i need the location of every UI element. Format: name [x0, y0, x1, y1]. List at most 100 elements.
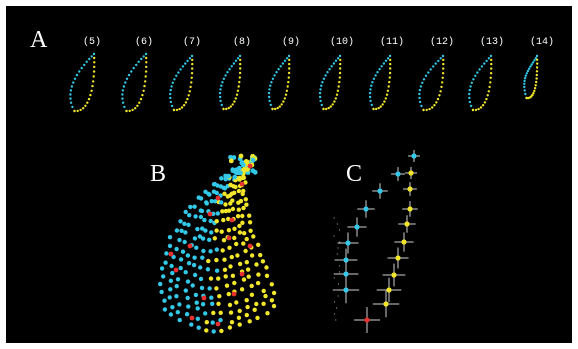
cloud-point — [204, 328, 209, 333]
contour-12-right-point — [442, 67, 445, 70]
contour-7-left-point — [175, 74, 178, 78]
contour-10-right-point — [331, 103, 334, 106]
cloud-point — [220, 209, 225, 214]
tracked-point-left — [343, 287, 349, 293]
marker-point — [215, 321, 221, 327]
frame-label-11: (11) — [379, 37, 405, 48]
cloud-point — [161, 274, 166, 279]
contour-9-right-point — [288, 62, 291, 66]
contour-5-right-point — [92, 80, 95, 83]
cloud-point — [205, 267, 211, 272]
contour-6-left-point — [124, 81, 127, 84]
cloud-point — [167, 295, 172, 300]
contour-11-right-point — [383, 100, 386, 103]
cloud-point — [254, 262, 259, 267]
cloud-point — [258, 252, 263, 258]
contour-12-right-point — [428, 107, 431, 111]
tracked-point-left — [363, 206, 369, 212]
contour-13-left-point — [469, 85, 472, 88]
cloud-point — [246, 274, 251, 279]
cloud-point — [237, 230, 243, 235]
contour-9-left-point — [267, 95, 271, 99]
contour-11-left-point — [369, 99, 372, 103]
marker-point — [168, 251, 174, 257]
contour-7-left-point — [173, 78, 176, 81]
contour-9-right-point — [286, 85, 289, 88]
contour-9-right-point — [288, 58, 291, 62]
outline-speck — [333, 301, 336, 303]
marker-point — [247, 163, 253, 169]
cloud-point — [230, 206, 236, 212]
contour-7-right-point — [187, 94, 190, 97]
cloud-point — [229, 320, 235, 325]
cloud-point — [244, 260, 249, 265]
frame-label-5: (5) — [82, 37, 102, 48]
cloud-point — [223, 202, 228, 207]
cloud-point — [240, 213, 245, 219]
contour-6-right-point — [144, 75, 147, 78]
cloud-point — [184, 312, 190, 317]
contour-14-right-point — [535, 77, 538, 80]
contour-8-right-point — [225, 107, 228, 111]
cloud-point — [223, 177, 228, 182]
contour-11-right-point — [389, 62, 392, 66]
cloud-point — [234, 241, 239, 247]
contour-6-left-point — [121, 101, 125, 104]
cloud-point — [232, 280, 237, 286]
contour-12-right-point — [422, 108, 425, 112]
cloud-point — [185, 279, 191, 284]
cloud-point — [187, 213, 192, 218]
contour-12-right-point — [436, 97, 440, 101]
cloud-point — [243, 197, 248, 202]
contour-8-right-point — [238, 80, 241, 84]
contour-5-left-point — [75, 73, 79, 77]
cloud-point — [211, 310, 216, 316]
contour-10-right-point — [339, 58, 342, 62]
cloud-point — [233, 170, 239, 176]
cloud-point — [236, 315, 242, 320]
cloud-point — [167, 243, 173, 249]
cloud-point — [159, 266, 165, 271]
cloud-point — [180, 249, 186, 254]
cloud-point — [209, 230, 214, 235]
cloud-point — [208, 276, 214, 281]
contour-9-right-point — [287, 71, 291, 75]
contour-7-right-point — [172, 108, 176, 112]
cloud-point — [210, 320, 215, 325]
outline-speck — [336, 223, 338, 225]
tracked-point-right — [407, 206, 413, 212]
cloud-point — [198, 214, 204, 220]
tracked-point-right — [401, 239, 407, 245]
contour-7-right-point — [191, 58, 194, 62]
cloud-point — [241, 205, 246, 211]
tracked-point-left — [343, 271, 349, 277]
contour-14-right-point — [534, 84, 537, 87]
contour-12-right-point — [438, 94, 441, 97]
cloud-point — [233, 184, 238, 190]
contour-11-right-point — [388, 71, 392, 75]
panel-label-a: A — [30, 27, 48, 53]
cloud-point — [174, 294, 179, 299]
contour-14-left-point — [531, 61, 535, 64]
cloud-point — [194, 300, 199, 305]
cloud-point — [260, 259, 266, 264]
contour-6-left-point — [121, 97, 124, 100]
contour-13-left-point — [468, 100, 472, 104]
contour-6-right-point — [144, 80, 147, 83]
cloud-point — [261, 301, 266, 306]
contour-8-right-point — [227, 106, 230, 110]
contour-7-right-point — [178, 107, 181, 111]
cloud-point — [203, 228, 208, 233]
outline-speck — [336, 253, 338, 255]
tracked-point-right — [408, 170, 414, 176]
contour-10-left-point — [319, 99, 322, 103]
cloud-point — [241, 175, 246, 180]
cloud-point — [254, 301, 259, 307]
cloud-point — [182, 221, 187, 226]
cloud-point — [183, 230, 188, 235]
contour-5-right-point — [79, 108, 82, 112]
contour-12-left-point — [432, 65, 435, 68]
cloud-point — [227, 325, 233, 330]
outline-speck — [338, 259, 340, 261]
tracked-point-left — [411, 153, 417, 159]
